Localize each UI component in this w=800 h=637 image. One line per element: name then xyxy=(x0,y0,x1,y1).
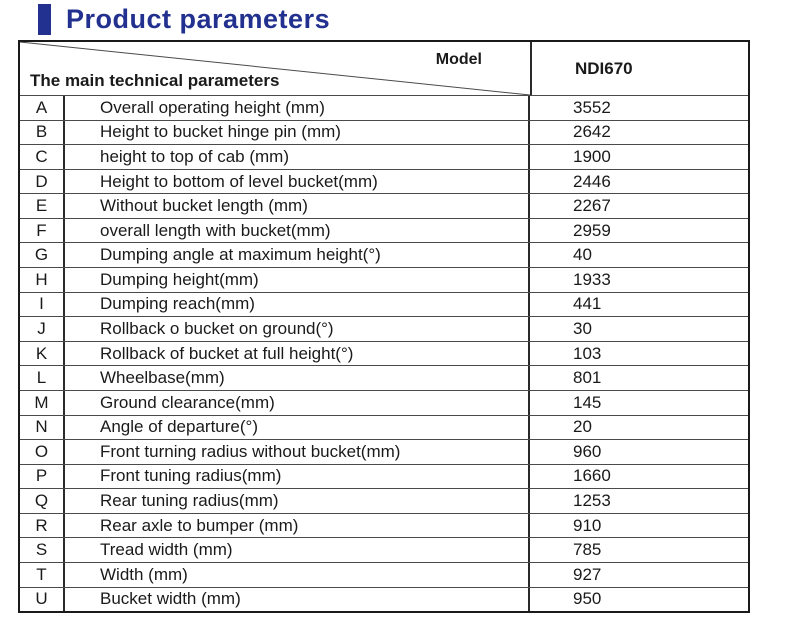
row-key-cell: O xyxy=(20,440,65,464)
row-parameter-cell: Width (mm) xyxy=(65,562,530,587)
row-key-cell: E xyxy=(20,194,65,218)
table-body: A Overall operating height (mm) 3552 B H… xyxy=(20,95,748,612)
title-accent-bar xyxy=(38,4,51,35)
table-row: R Rear axle to bumper (mm) 910 xyxy=(20,512,748,538)
diagonal-divider-line xyxy=(20,42,530,95)
table-row: M Ground clearance(mm) 145 xyxy=(20,389,748,415)
table-row: K Rollback of bucket at full height(°) 1… xyxy=(20,340,748,366)
row-parameter-cell: Dumping angle at maximum height(°) xyxy=(65,243,530,268)
model-name-header: NDI670 xyxy=(530,42,748,95)
table-row: J Rollback o bucket on ground(°) 30 xyxy=(20,316,748,341)
row-value-cell: 145 xyxy=(573,392,602,412)
row-value-cell: 927 xyxy=(573,564,602,584)
row-key-cell: A xyxy=(20,96,65,120)
row-parameter-cell: height to top of cab (mm) xyxy=(65,145,530,169)
model-axis-label: Model xyxy=(435,51,482,68)
table-row: U Bucket width (mm) 950 xyxy=(20,586,748,612)
row-parameter-cell: Ground clearance(mm) xyxy=(65,390,530,415)
table-row: P Front tuning radius(mm) 1660 xyxy=(20,463,748,489)
table-row: F overall length with bucket(mm) 2959 xyxy=(20,217,748,243)
header-diagonal-cell: Model The main technical parameters xyxy=(20,42,530,95)
row-key-cell: D xyxy=(20,169,65,194)
row-value-cell: 20 xyxy=(573,417,592,437)
table-row: S Tread width (mm) 785 xyxy=(20,537,748,562)
row-key-cell: G xyxy=(20,243,65,268)
row-parameter-cell: Height to bottom of level bucket(mm) xyxy=(65,169,530,194)
row-value-cell: 1253 xyxy=(573,491,611,511)
row-parameter-cell: Dumping reach(mm) xyxy=(65,292,530,317)
row-parameter-cell: Bucket width (mm) xyxy=(65,587,530,612)
row-key-cell: S xyxy=(20,538,65,562)
row-key-cell: B xyxy=(20,120,65,145)
row-value-cell: 960 xyxy=(573,441,602,461)
row-parameter-cell: Front tuning radius(mm) xyxy=(65,464,530,489)
table-row: T Width (mm) 927 xyxy=(20,561,748,587)
row-value-cell: 2267 xyxy=(573,196,611,216)
parameters-axis-label: The main technical parameters xyxy=(30,71,280,90)
row-value-cell: 801 xyxy=(573,368,602,388)
row-parameter-cell: Rear axle to bumper (mm) xyxy=(65,513,530,538)
row-key-cell: I xyxy=(20,292,65,317)
table-row: Q Rear tuning radius(mm) 1253 xyxy=(20,488,748,513)
row-parameter-cell: overall length with bucket(mm) xyxy=(65,218,530,243)
row-value-cell: 3552 xyxy=(573,97,611,117)
row-parameter-cell: Rear tuning radius(mm) xyxy=(65,489,530,513)
row-key-cell: L xyxy=(20,366,65,390)
row-value-cell: 1660 xyxy=(573,466,611,486)
row-parameter-cell: Height to bucket hinge pin (mm) xyxy=(65,120,530,145)
page-title: Product parameters xyxy=(66,4,331,34)
table-row: A Overall operating height (mm) 3552 xyxy=(20,95,748,120)
table-row: H Dumping height(mm) 1933 xyxy=(20,267,748,292)
table-header-row: Model The main technical parameters NDI6… xyxy=(20,42,748,95)
row-key-cell: H xyxy=(20,268,65,292)
row-value-cell: 785 xyxy=(573,540,602,560)
table-row: G Dumping angle at maximum height(°) 40 xyxy=(20,242,748,268)
row-key-cell: M xyxy=(20,390,65,415)
row-value-cell: 2446 xyxy=(573,171,611,191)
table-row: B Height to bucket hinge pin (mm) 2642 xyxy=(20,119,748,145)
row-value-cell: 441 xyxy=(573,294,602,314)
row-parameter-cell: Tread width (mm) xyxy=(65,538,530,562)
row-value-cell: 910 xyxy=(573,515,602,535)
row-value-cell: 1900 xyxy=(573,146,611,166)
table-row: I Dumping reach(mm) 441 xyxy=(20,291,748,317)
row-key-cell: F xyxy=(20,218,65,243)
section-header: Product parameters xyxy=(38,4,330,35)
row-key-cell: C xyxy=(20,145,65,169)
row-value-cell: 103 xyxy=(573,343,602,363)
row-parameter-cell: Rollback of bucket at full height(°) xyxy=(65,341,530,366)
row-value-cell: 2959 xyxy=(573,220,611,240)
table-row: C height to top of cab (mm) 1900 xyxy=(20,144,748,169)
row-value-cell: 40 xyxy=(573,245,592,265)
row-parameter-cell: Wheelbase(mm) xyxy=(65,366,530,390)
row-key-cell: J xyxy=(20,317,65,341)
row-key-cell: K xyxy=(20,341,65,366)
row-key-cell: P xyxy=(20,464,65,489)
row-value-cell: 1933 xyxy=(573,269,611,289)
table-row: E Without bucket length (mm) 2267 xyxy=(20,193,748,218)
row-key-cell: R xyxy=(20,513,65,538)
row-parameter-cell: Without bucket length (mm) xyxy=(65,194,530,218)
row-key-cell: Q xyxy=(20,489,65,513)
spec-table: Model The main technical parameters NDI6… xyxy=(18,40,750,613)
row-parameter-cell: Overall operating height (mm) xyxy=(65,96,530,120)
table-row: N Angle of departure(°) 20 xyxy=(20,414,748,440)
row-key-cell: U xyxy=(20,587,65,612)
row-parameter-cell: Angle of departure(°) xyxy=(65,415,530,440)
row-parameter-cell: Dumping height(mm) xyxy=(65,268,530,292)
row-key-cell: T xyxy=(20,562,65,587)
table-row: D Height to bottom of level bucket(mm) 2… xyxy=(20,168,748,194)
row-value-cell: 2642 xyxy=(573,122,611,142)
row-parameter-cell: Front turning radius without bucket(mm) xyxy=(65,440,530,464)
row-value-cell: 950 xyxy=(573,589,602,609)
row-key-cell: N xyxy=(20,415,65,440)
row-value-cell: 30 xyxy=(573,318,592,338)
table-row: O Front turning radius without bucket(mm… xyxy=(20,439,748,464)
row-parameter-cell: Rollback o bucket on ground(°) xyxy=(65,317,530,341)
table-row: L Wheelbase(mm) 801 xyxy=(20,365,748,390)
